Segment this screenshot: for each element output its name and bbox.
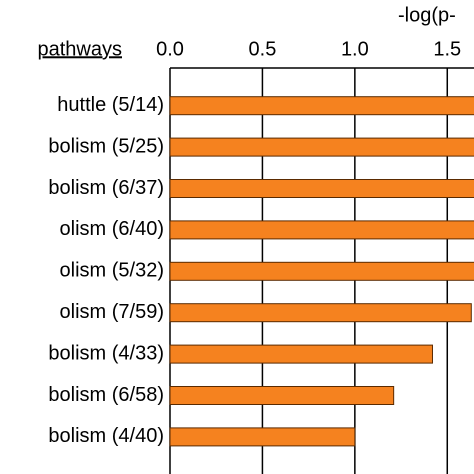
bar — [169, 427, 356, 447]
chart-title: -log(p- — [398, 4, 456, 26]
y-tick-label: olism (5/32) — [60, 260, 164, 282]
y-tick-label: olism (6/40) — [60, 218, 164, 240]
y-tick-label: bolism (5/25) — [48, 135, 164, 157]
x-tick-label: 0.5 — [249, 38, 277, 60]
bar — [169, 261, 474, 281]
category-axis-label: pathways — [38, 38, 123, 60]
x-tick-label: 0.0 — [156, 38, 184, 60]
y-tick-label: huttle (5/14) — [57, 94, 164, 116]
x-tick-label: 1.5 — [433, 38, 461, 60]
bar — [169, 96, 474, 116]
y-tick-label: bolism (6/58) — [48, 384, 164, 406]
bar — [169, 179, 474, 198]
x-tick-label: 1.0 — [341, 38, 369, 60]
y-tick-label: bolism (4/33) — [48, 342, 164, 364]
bar — [169, 137, 474, 157]
y-tick-label: bolism (6/37) — [48, 177, 164, 199]
y-tick-label: bolism (4/40) — [48, 425, 164, 447]
bar — [169, 386, 395, 405]
bar — [169, 344, 433, 364]
bar — [169, 303, 472, 323]
bar — [169, 220, 474, 240]
y-tick-label: olism (7/59) — [60, 301, 164, 323]
